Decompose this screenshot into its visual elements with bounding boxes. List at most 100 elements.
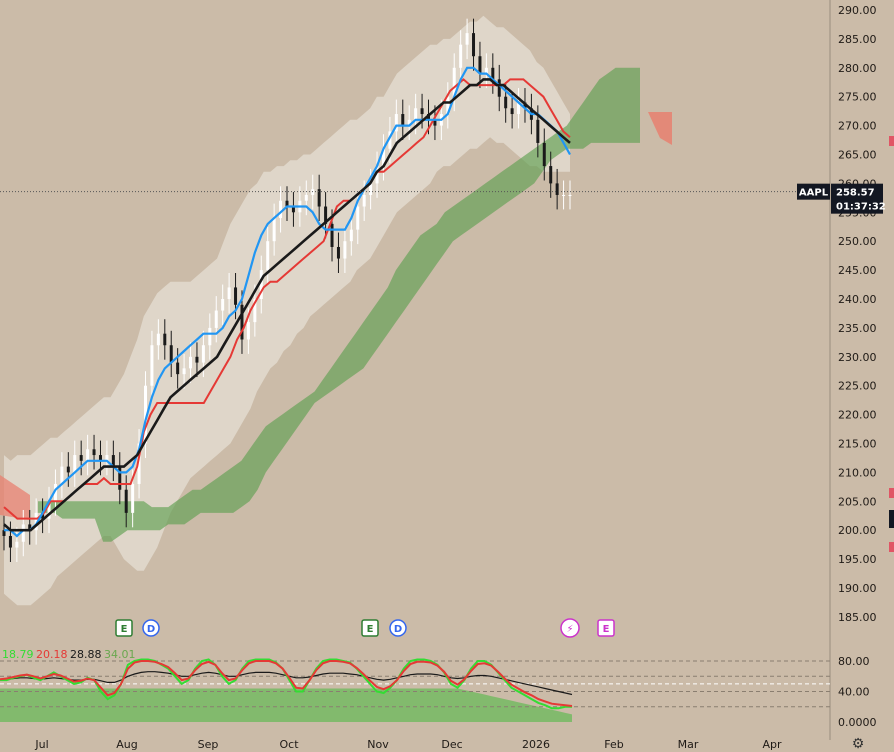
candle-body: [369, 183, 373, 195]
candle-body: [388, 131, 392, 149]
candle-body: [131, 483, 135, 513]
candle-body: [208, 327, 212, 346]
last-price-tag-bg: [831, 183, 883, 214]
candle-body: [497, 79, 501, 97]
x-tick-label: 2026: [522, 738, 550, 751]
gear-icon[interactable]: ⚙: [851, 736, 865, 752]
candle-body: [253, 299, 257, 323]
candle-body: [34, 512, 38, 531]
candle-body: [504, 96, 508, 109]
candle-body: [234, 287, 238, 305]
y-tick-label: 200.00: [838, 524, 877, 537]
y-tick-label: 205.00: [838, 495, 877, 508]
candle-body: [517, 102, 521, 115]
candle-body: [246, 322, 250, 340]
candle-body: [336, 246, 340, 259]
candle-body: [446, 96, 450, 115]
countdown-text: 01:37:32: [836, 202, 886, 213]
candle-body: [465, 33, 469, 45]
candle-body: [285, 200, 289, 207]
x-tick-label: Dec: [441, 738, 462, 751]
candle-body: [60, 466, 64, 484]
candle-body: [98, 455, 102, 461]
event-label: E: [121, 624, 128, 635]
candle-body: [118, 466, 122, 490]
candle-body: [433, 119, 437, 126]
right-edge-marker: [889, 136, 894, 146]
candle-body: [105, 455, 109, 461]
ichimoku-cloud-red: [0, 475, 30, 520]
candle-body: [195, 356, 199, 363]
y-tick-label: 280.00: [838, 62, 877, 75]
candle-body: [47, 501, 51, 519]
candle-body: [79, 455, 83, 461]
y-tick-label: 215.00: [838, 438, 877, 451]
candle-body: [407, 119, 411, 126]
y-tick-label: 235.00: [838, 322, 877, 335]
x-tick-label: Apr: [762, 738, 782, 751]
oscillator-legend-value: 20.18: [36, 648, 68, 661]
earnings-badge[interactable]: E: [115, 619, 133, 637]
price-tag: AAPL 258.57 01:37:32: [797, 183, 886, 214]
candle-body: [15, 541, 19, 548]
y-tick-label: 240.00: [838, 293, 877, 306]
candle-body: [240, 304, 244, 340]
candle-body: [227, 287, 231, 299]
dividend-badge[interactable]: D: [389, 619, 407, 637]
candle-body: [542, 142, 546, 167]
candle-body: [304, 194, 308, 201]
candle-body: [568, 194, 572, 196]
candle-body: [362, 194, 366, 207]
split-badge[interactable]: ⚡: [560, 618, 580, 638]
x-tick-label: Sep: [198, 738, 219, 751]
candle-body: [111, 455, 115, 467]
candle-body: [221, 299, 225, 311]
earnings-icon: [361, 619, 379, 637]
x-tick-label: Jul: [34, 738, 48, 751]
ichimoku-cloud-red: [648, 112, 672, 145]
candle-body: [21, 524, 25, 542]
candle-body: [124, 489, 128, 513]
candle-body: [144, 385, 147, 444]
candle-body: [324, 206, 328, 224]
candle-body: [414, 108, 418, 120]
y-tick-label: 195.00: [838, 553, 877, 566]
candle-body: [317, 189, 321, 207]
candle-body: [272, 218, 276, 242]
candle-body: [452, 67, 456, 97]
event-label: E: [367, 624, 374, 635]
x-tick-label: Mar: [678, 738, 699, 751]
candle-body: [562, 194, 566, 196]
dividend-badge[interactable]: D: [142, 619, 160, 637]
candle-body: [375, 166, 379, 184]
right-edge-marker: [889, 510, 894, 528]
y-tick-label: 190.00: [838, 582, 877, 595]
x-tick-label: Nov: [367, 738, 389, 751]
candle-body: [330, 223, 334, 247]
dividend-icon: [389, 619, 407, 637]
candle-body: [182, 368, 186, 375]
earnings-badge[interactable]: E: [597, 619, 615, 637]
candle-body: [73, 455, 77, 473]
y-tick-label: 290.00: [838, 4, 877, 17]
candle-body: [356, 206, 360, 230]
x-tick-label: Feb: [604, 738, 623, 751]
candle-body: [555, 183, 559, 195]
candle-body: [28, 524, 32, 531]
candle-body: [349, 229, 353, 242]
candle-body: [291, 206, 295, 213]
y-tick-label: 270.00: [838, 120, 877, 133]
y-tick-label: 225.00: [838, 380, 877, 393]
earnings-badge[interactable]: E: [361, 619, 379, 637]
event-label: ⚡: [566, 624, 573, 635]
osc-y-tick-label: 80.00: [838, 655, 870, 668]
moving-average-line: [3, 78, 571, 532]
candle-body: [137, 443, 141, 484]
osc-y-tick-label: 40.00: [838, 686, 870, 699]
oscillator-legend-value: 28.88: [70, 648, 102, 661]
candle-body: [53, 483, 57, 502]
y-tick-label: 250.00: [838, 235, 877, 248]
ichimoku-cloud: [38, 67, 640, 542]
